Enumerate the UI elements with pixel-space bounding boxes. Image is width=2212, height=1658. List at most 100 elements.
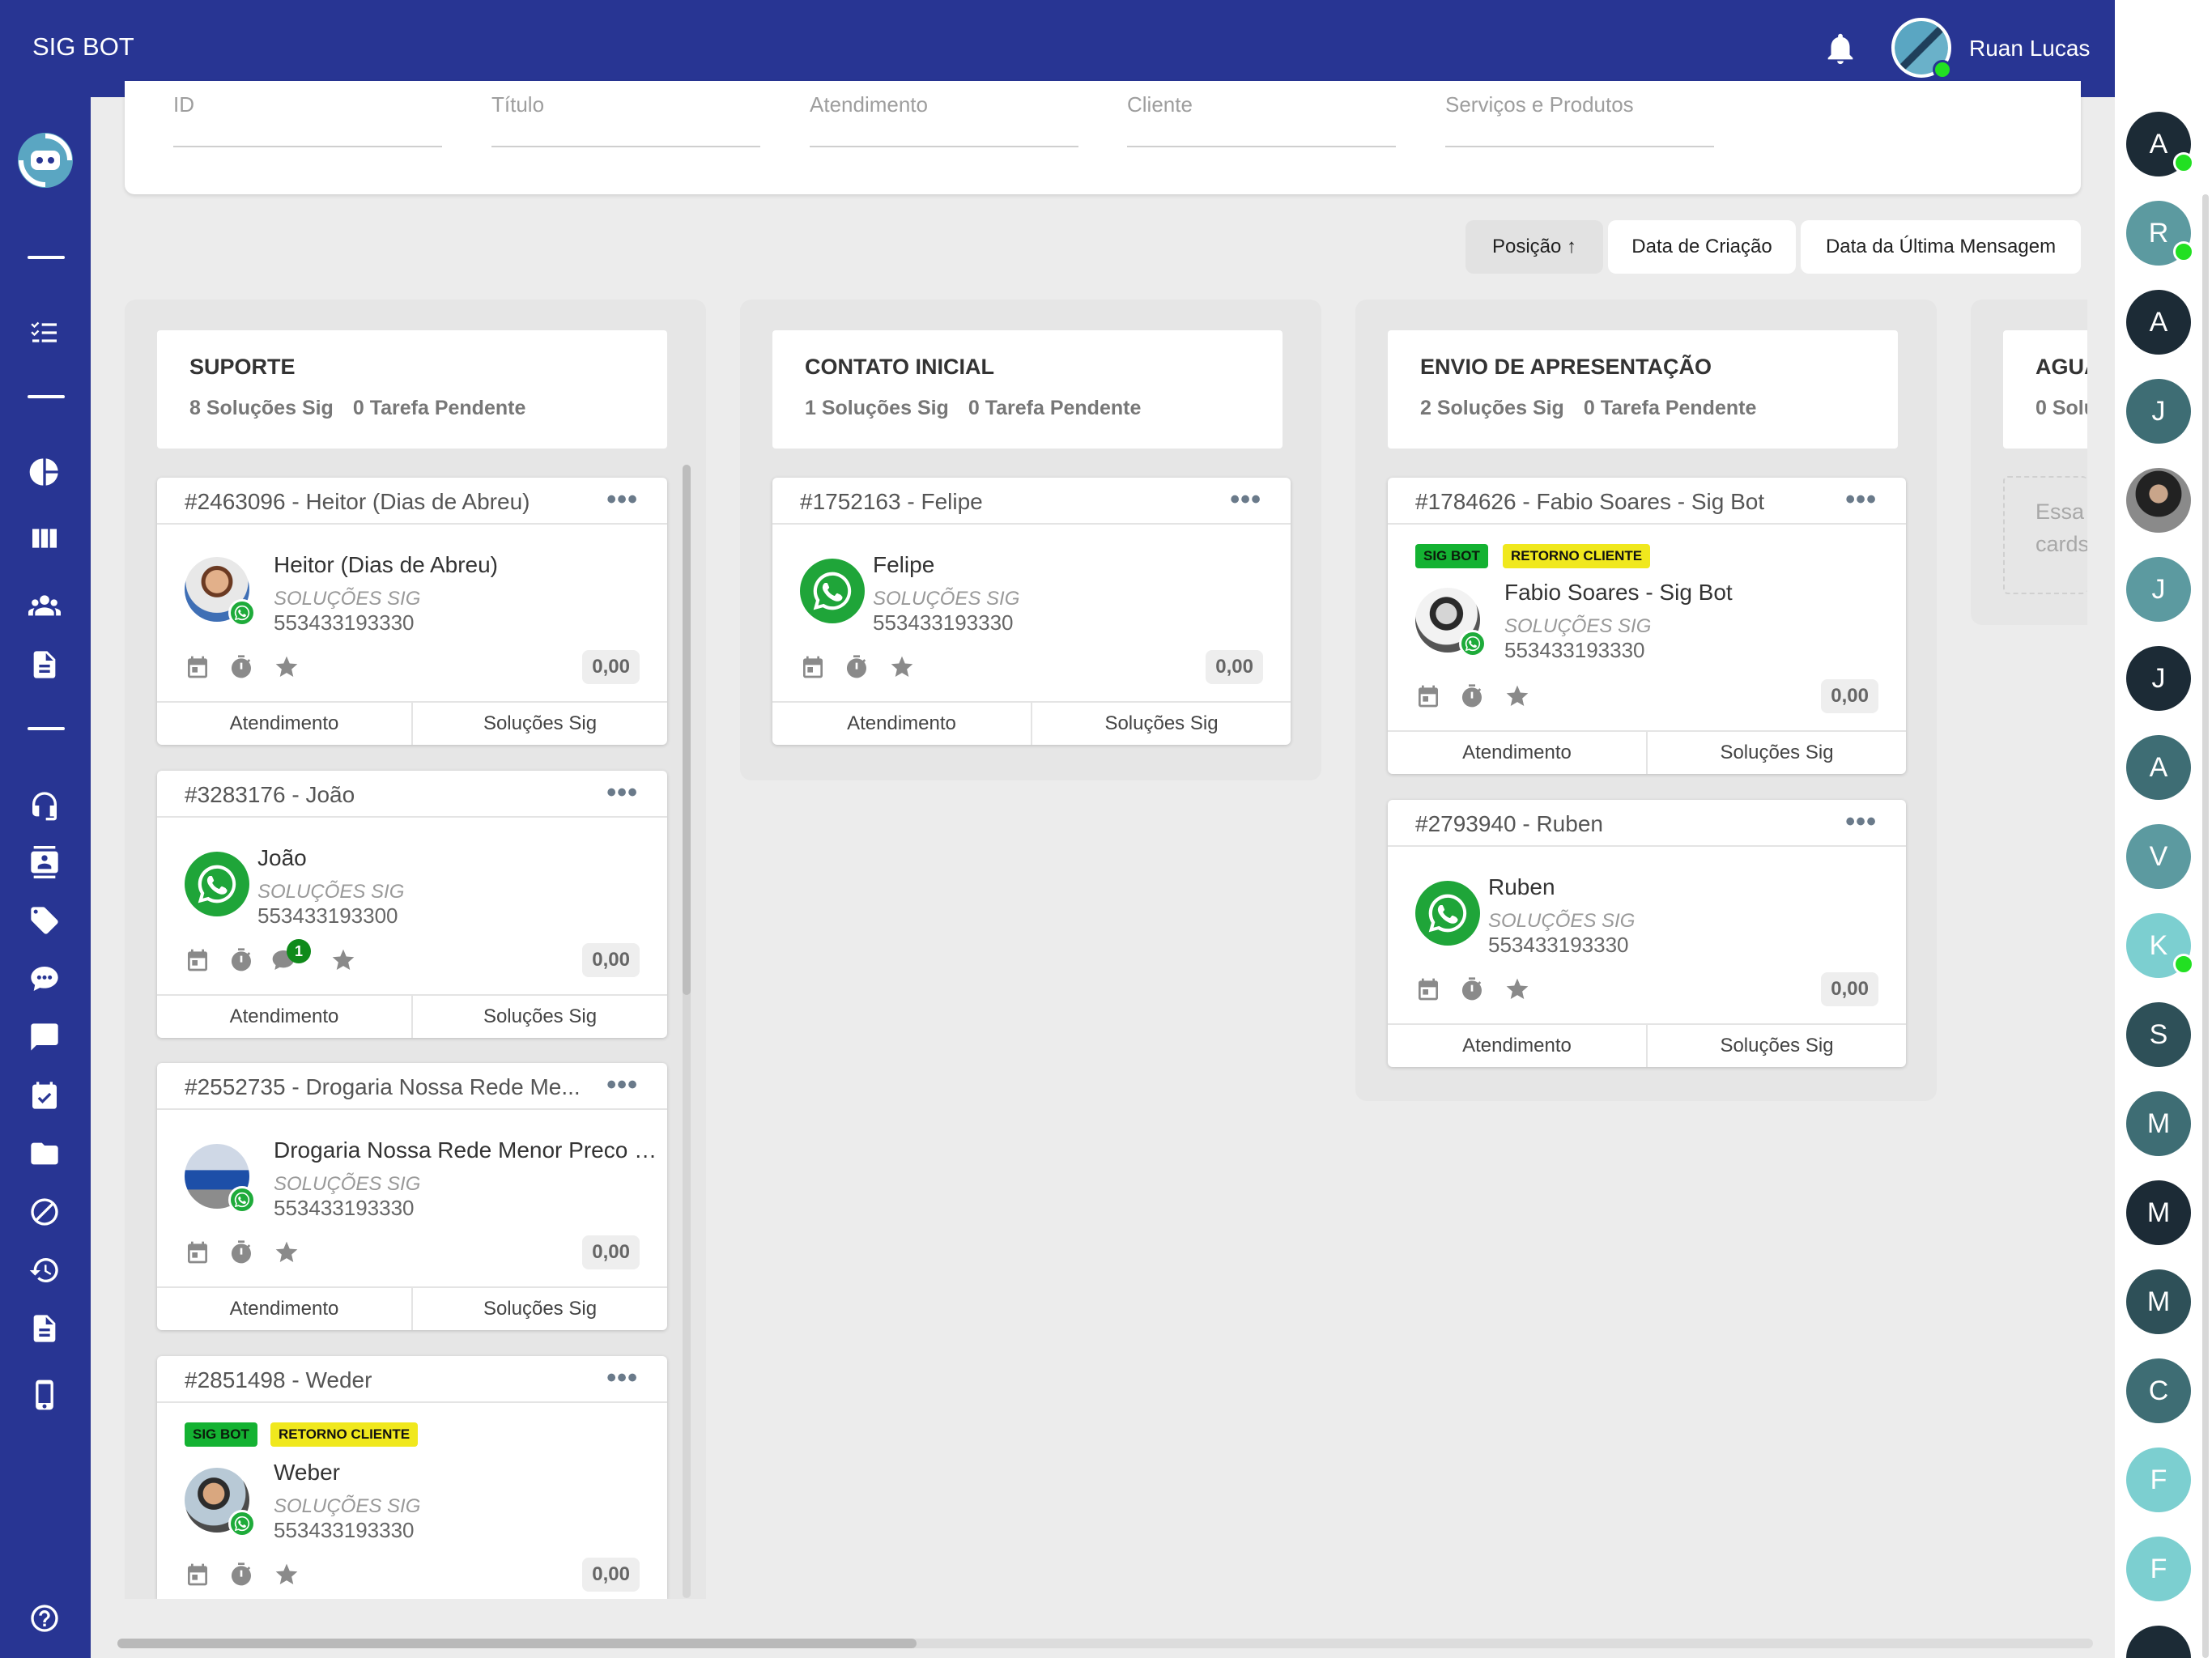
more-icon[interactable]: •••: [606, 484, 638, 515]
sidebar-item-contact-book[interactable]: [24, 842, 65, 882]
contact-avatar[interactable]: J: [2126, 557, 2191, 622]
kanban-card[interactable]: #3283176 - João ••• João SOLUÇÕES SIG 55…: [157, 771, 667, 1038]
contact-avatar[interactable]: K: [2126, 913, 2191, 978]
sidebar-item-blocked[interactable]: [24, 1192, 65, 1232]
calendar-icon[interactable]: [185, 947, 211, 973]
kanban-card[interactable]: #2851498 - Weder ••• SIG BOT RETORNO CLI…: [157, 1356, 667, 1599]
sidebar-item-support[interactable]: [24, 785, 65, 826]
filter-products-field[interactable]: Serviços e Produtos: [1445, 92, 1714, 147]
sidebar-item-files[interactable]: [24, 1133, 65, 1174]
calendar-icon[interactable]: [185, 1239, 211, 1265]
column-scrollbar-thumb[interactable]: [683, 465, 691, 995]
sidebar-item-tasks[interactable]: [24, 312, 65, 353]
sidebar-item-devices[interactable]: [24, 1375, 65, 1415]
sidebar-item-help[interactable]: [24, 1598, 65, 1639]
sidebar-item-kanban[interactable]: [24, 518, 65, 559]
column-title: CONTATO INICIAL: [805, 355, 994, 379]
card-service-label[interactable]: Atendimento: [229, 1005, 339, 1027]
sidebar-item-messages[interactable]: [24, 1017, 65, 1057]
user-avatar[interactable]: [1891, 18, 1951, 78]
kanban-card[interactable]: #1752163 - Felipe ••• Felipe SOLUÇÕES SI…: [772, 478, 1291, 745]
sidebar-item-contacts[interactable]: [24, 585, 65, 625]
sidebar-item-reports[interactable]: [24, 644, 65, 685]
timer-icon[interactable]: [228, 1562, 254, 1588]
contact-avatar[interactable]: C: [2126, 1358, 2191, 1423]
rail-scrollbar[interactable]: [2202, 194, 2209, 1658]
card-company-label[interactable]: Soluções Sig: [1646, 732, 1906, 774]
timer-icon[interactable]: [228, 947, 254, 973]
sidebar-item-documents[interactable]: [24, 1308, 65, 1349]
kanban-card[interactable]: #1784626 - Fabio Soares - Sig Bot ••• SI…: [1388, 478, 1906, 774]
user-name[interactable]: Ruan Lucas: [1969, 36, 2091, 61]
contact-avatar[interactable]: A: [2126, 290, 2191, 355]
timer-icon[interactable]: [228, 654, 254, 680]
calendar-icon[interactable]: [1415, 976, 1441, 1002]
sort-created-button[interactable]: Data de Criação: [1608, 220, 1796, 274]
contact-avatar[interactable]: J: [2126, 379, 2191, 444]
star-icon[interactable]: [274, 654, 300, 680]
contact-avatar[interactable]: F: [2126, 1448, 2191, 1512]
more-icon[interactable]: •••: [606, 1069, 638, 1100]
filter-id-field[interactable]: ID: [173, 92, 442, 147]
card-service-label[interactable]: Atendimento: [847, 712, 956, 734]
calendar-icon[interactable]: [185, 654, 211, 680]
sidebar-item-dashboard[interactable]: [24, 452, 65, 492]
contact-avatar[interactable]: M: [2126, 1091, 2191, 1156]
contact-avatar[interactable]: M: [2126, 1269, 2191, 1334]
star-icon[interactable]: [274, 1562, 300, 1588]
star-icon[interactable]: [1504, 976, 1530, 1002]
more-icon[interactable]: •••: [1845, 484, 1877, 515]
contact-avatar[interactable]: A: [2126, 735, 2191, 800]
whatsapp-icon: [1459, 630, 1487, 657]
contact-avatar[interactable]: S: [2126, 1002, 2191, 1067]
timer-icon[interactable]: [1459, 683, 1485, 709]
bell-icon[interactable]: [1822, 30, 1859, 67]
card-service-label[interactable]: Atendimento: [1462, 1035, 1572, 1056]
kanban-card[interactable]: #2463096 - Heitor (Dias de Abreu) ••• He…: [157, 478, 667, 745]
contact-avatar[interactable]: V: [2126, 824, 2191, 889]
kanban-card[interactable]: #2552735 - Drogaria Nossa Rede Me... •••…: [157, 1063, 667, 1330]
board-horizontal-scrollbar[interactable]: [117, 1639, 2093, 1648]
card-service-label[interactable]: Atendimento: [229, 712, 339, 734]
more-icon[interactable]: •••: [606, 777, 638, 808]
sort-position-button[interactable]: Posição ↑: [1465, 220, 1603, 274]
more-icon[interactable]: •••: [606, 1363, 638, 1393]
card-company-label[interactable]: Soluções Sig: [411, 996, 667, 1038]
calendar-icon[interactable]: [185, 1562, 211, 1588]
contact-avatar[interactable]: J: [2126, 646, 2191, 711]
sidebar-item-history[interactable]: [24, 1250, 65, 1290]
contact-avatar[interactable]: F: [2126, 1537, 2191, 1601]
filter-title-field[interactable]: Título: [491, 92, 760, 147]
board-scrollbar-thumb[interactable]: [117, 1639, 917, 1648]
contact-avatar[interactable]: M: [2126, 1180, 2191, 1245]
card-service-label[interactable]: Atendimento: [229, 1298, 339, 1320]
more-icon[interactable]: •••: [1230, 484, 1261, 515]
column-scrollbar[interactable]: [683, 465, 691, 1598]
card-company-label[interactable]: Soluções Sig: [411, 1288, 667, 1330]
sidebar-item-chats[interactable]: [24, 959, 65, 999]
sort-last-message-button[interactable]: Data da Última Mensagem: [1801, 220, 2081, 274]
contact-avatar[interactable]: [2126, 468, 2191, 533]
more-icon[interactable]: •••: [1845, 806, 1877, 837]
card-service-label[interactable]: Atendimento: [1462, 742, 1572, 763]
star-icon[interactable]: [1504, 683, 1530, 709]
star-icon[interactable]: [889, 654, 915, 680]
sidebar-item-schedule[interactable]: [24, 1075, 65, 1116]
timer-icon[interactable]: [1459, 976, 1485, 1002]
calendar-icon[interactable]: [800, 654, 826, 680]
filter-service-field[interactable]: Atendimento: [810, 92, 1078, 147]
contact-avatar[interactable]: A: [2126, 112, 2191, 176]
timer-icon[interactable]: [228, 1239, 254, 1265]
card-company-label[interactable]: Soluções Sig: [411, 703, 667, 745]
sidebar-item-tags[interactable]: [24, 900, 65, 941]
logo-icon[interactable]: [16, 128, 74, 194]
calendar-icon[interactable]: [1415, 683, 1441, 709]
card-company-label[interactable]: Soluções Sig: [1646, 1025, 1906, 1067]
card-company-label[interactable]: Soluções Sig: [1031, 703, 1291, 745]
filter-client-field[interactable]: Cliente: [1127, 92, 1396, 147]
star-icon[interactable]: [330, 947, 356, 973]
kanban-card[interactable]: #2793940 - Ruben ••• Ruben SOLUÇÕES SIG …: [1388, 800, 1906, 1067]
chat-panel-icon[interactable]: [2142, 36, 2171, 65]
timer-icon[interactable]: [844, 654, 870, 680]
star-icon[interactable]: [274, 1239, 300, 1265]
